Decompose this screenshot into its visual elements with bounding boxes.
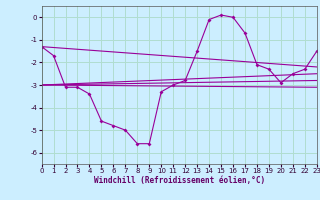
X-axis label: Windchill (Refroidissement éolien,°C): Windchill (Refroidissement éolien,°C) [94, 176, 265, 185]
